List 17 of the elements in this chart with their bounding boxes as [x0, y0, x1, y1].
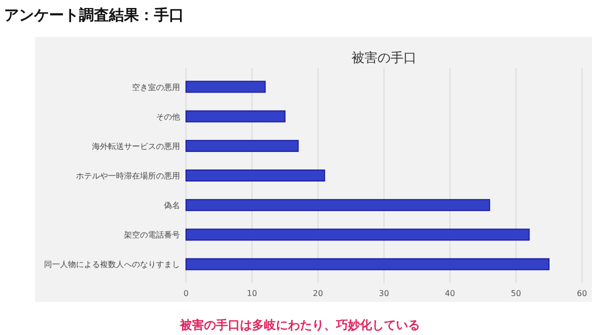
y-tick-label: 空き室の悪用	[132, 82, 180, 92]
x-tick-label: 10	[246, 289, 258, 298]
y-tick-label: ホテルや一時滞在場所の悪用	[76, 172, 180, 180]
x-tick-label: 50	[510, 289, 522, 298]
y-tick-label: 偽名	[164, 201, 180, 210]
chart-title: アンケート調査結果：手口	[4, 6, 184, 24]
text: 被害の手口は多岐にわたり、巧妙化している	[179, 318, 420, 332]
chart-subtitle: 被害の手口	[352, 50, 416, 66]
x-tick-label: 30	[378, 289, 390, 298]
x-tick-label: 40	[444, 289, 456, 298]
x-tick-label: 20	[312, 289, 324, 298]
y-tick-label: 架空の電話番号	[124, 230, 180, 240]
x-tick-label: 0	[183, 289, 189, 298]
y-tick-label: 海外転送サービスの悪用	[92, 142, 180, 151]
y-tick-label: 同一人物による複数人へのなりすまし	[44, 260, 180, 270]
x-tick-label: 60	[576, 289, 588, 298]
y-tick-label: その他	[156, 112, 180, 122]
